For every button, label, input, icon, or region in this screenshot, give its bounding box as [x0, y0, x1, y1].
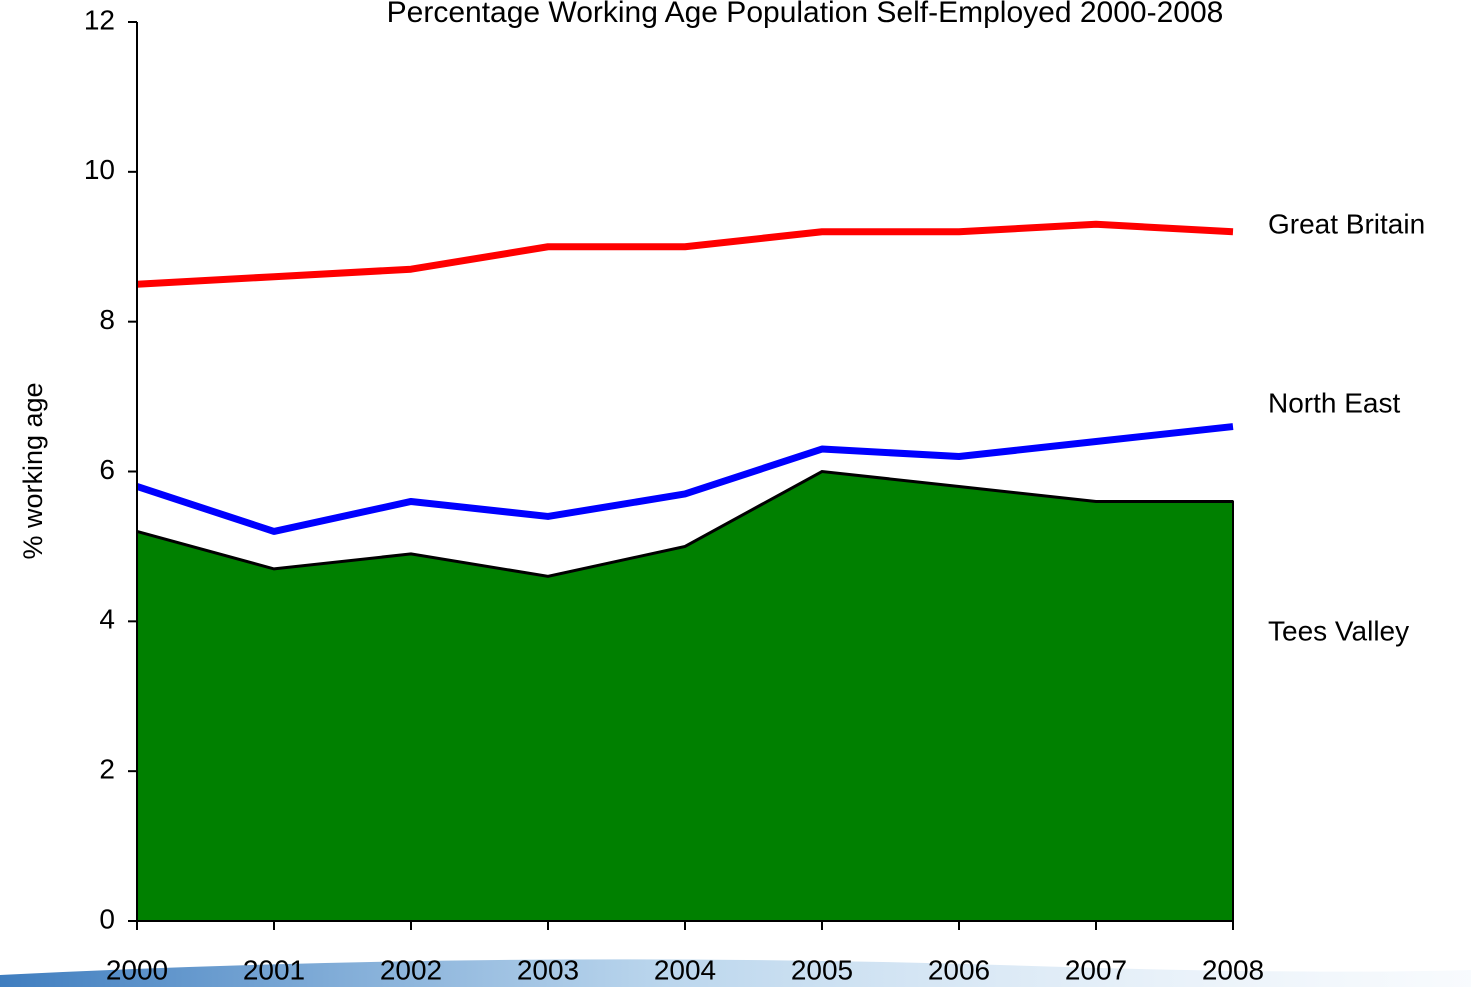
y-tick-label: 0	[99, 903, 115, 934]
y-tick-label: 8	[99, 304, 115, 335]
x-tick-label: 2006	[928, 954, 990, 985]
x-tick-label: 2000	[106, 954, 168, 985]
line	[135, 423, 1234, 535]
plot-area: Great Britain North East Tees Valley 0 2 4 6 8 1…	[84, 4, 1425, 985]
y-tick-label: 12	[84, 4, 115, 35]
x-tick-label: 2002	[380, 954, 442, 985]
area	[136, 470, 1234, 922]
y-tick-label: 4	[99, 604, 115, 635]
area-outline	[136, 469, 1233, 578]
line	[136, 220, 1234, 288]
y-axis-label: % working age	[18, 382, 48, 559]
decoration-swoosh	[0, 959, 1471, 987]
x-tick-label: 2001	[243, 954, 305, 985]
x-tick-label: 2003	[517, 954, 579, 985]
series-label: Great Britain	[1268, 208, 1425, 239]
x-tick-label: 2005	[791, 954, 853, 985]
y-tick-label: 6	[99, 454, 115, 485]
y-tick-label: 10	[84, 154, 115, 185]
series-label: North East	[1268, 387, 1400, 418]
x-tick-label: 2008	[1202, 954, 1264, 985]
x-tick-label: 2004	[654, 954, 716, 985]
y-tick-label: 2	[99, 754, 115, 785]
series-label: Tees Valley	[1268, 615, 1409, 646]
chart-title: Percentage Working Age Population Self-E…	[387, 0, 1224, 29]
x-tick-label: 2007	[1065, 954, 1127, 985]
